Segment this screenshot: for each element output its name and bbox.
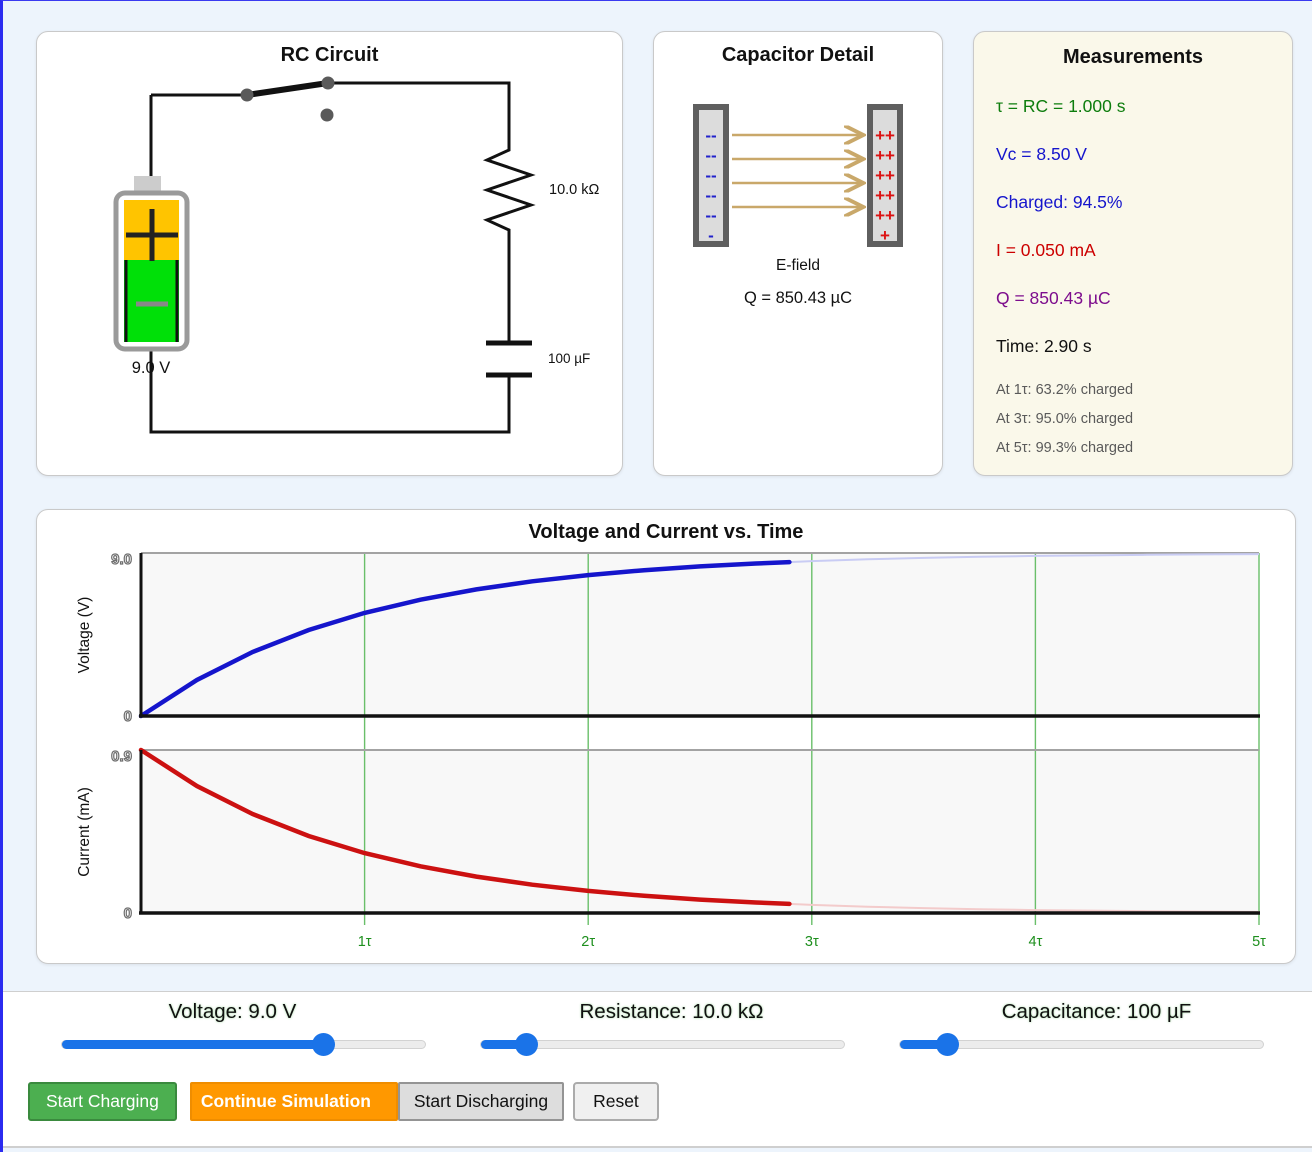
buttons-row: Start Charging Continue Simulation Start… [28,1082,1312,1121]
current-readout: I = 0.050 mA [996,240,1096,260]
tau-readout: τ = RC = 1.000 s [996,96,1126,116]
start-charging-button[interactable]: Start Charging [28,1082,177,1121]
svg-text:++: ++ [875,146,895,165]
capacitance-slider-group: Capacitance: 100 µF [881,1000,1312,1062]
rc-circuit-title: RC Circuit [280,44,379,66]
slider-fill [480,1040,527,1049]
y-tick-labels: 9.0 0 0.9 0 [111,551,133,923]
charged-readout: Charged: 94.5% [996,192,1123,212]
switch-icon[interactable] [240,76,335,122]
efield-arrows [732,135,861,207]
gridlines [363,553,1260,925]
current-max-tick: 0.9 [111,748,132,765]
efield-label: E-field [776,257,820,274]
svg-text:++: ++ [875,186,895,205]
capacitor-icon [486,340,532,378]
switch-open-contact-dot [320,108,334,122]
voltage-max-tick: 9.0 [111,551,132,568]
measurements-title: Measurements [1062,46,1204,68]
charge-readout: Q = 850.43 µC [996,288,1111,308]
battery-voltage-label: 9.0 V [132,359,171,377]
slider-thumb[interactable] [312,1033,336,1056]
svg-text:-: - [708,226,714,245]
resistance-slider-group: Resistance: 10.0 kΩ [462,1000,881,1062]
x-tick-label: 2τ [581,934,595,950]
svg-text:--: -- [705,126,716,145]
current-axis-title: Current (mA) [76,787,93,877]
voltage-axis-title: Voltage (V) [76,597,93,674]
resistor-value-label: 10.0 kΩ [549,182,599,198]
capacitor-detail-diagram: -- -- -- -- -- - ++ ++ ++ ++ ++ + [693,104,903,307]
current-curve [138,747,792,907]
voltage-zero-tick: 0 [124,708,132,725]
negative-charges: -- -- -- -- -- - [705,126,716,245]
rc-circuit-panel: RC Circuit 10.0 kΩ [36,31,623,476]
continue-simulation-button[interactable]: Continue Simulation [189,1082,398,1121]
voltage-slider-group: Voltage: 9.0 V [3,1000,462,1062]
battery-charge-fill [124,260,179,342]
svg-text:++: ++ [875,206,895,225]
voltage-plot-area [141,553,1259,716]
svg-text:--: -- [705,146,716,165]
tau1-note: At 1τ: 63.2% charged [996,382,1134,398]
svg-text:--: -- [705,186,716,205]
voltage-curve [138,559,792,719]
voltage-slider[interactable] [61,1033,426,1056]
capacitance-slider[interactable] [899,1033,1264,1056]
tau3-note: At 3τ: 95.0% charged [996,411,1134,427]
measurements-panel: Measurements τ = RC = 1.000 s Vc = 8.50 … [973,31,1293,476]
x-tick-label: 3τ [805,934,819,950]
x-tick-label: 4τ [1029,934,1043,950]
voltage-slider-label: Voltage: 9.0 V [168,1000,297,1023]
vc-readout: Vc = 8.50 V [996,144,1087,164]
chart-panel: Voltage and Current vs. Time 1τ 2τ 3τ 4τ 5τ … [36,509,1296,964]
x-tick-label: 1τ [358,934,372,950]
capacitance-slider-label: Capacitance: 100 µF [1001,1000,1192,1023]
x-tick-label: 5τ [1252,934,1266,950]
time-readout: Time: 2.90 s [996,336,1092,356]
charge-value-label: Q = 850.43 µC [744,289,852,307]
slider-fill [900,1040,948,1049]
top-panels-row: RC Circuit 10.0 kΩ [36,31,1312,476]
capacitor-detail-title: Capacitor Detail [721,44,875,66]
reset-button[interactable]: Reset [573,1082,659,1121]
resistance-slider[interactable] [479,1033,845,1056]
circuit-wires [149,81,511,434]
switch-closed-contact-dot [321,76,335,90]
resistance-slider-label: Resistance: 10.0 kΩ [579,1000,764,1023]
svg-text:--: -- [705,166,716,185]
chart-title: Voltage and Current vs. Time [528,521,804,543]
positive-charges: ++ ++ ++ ++ ++ + [875,126,895,245]
switch-pivot-dot [240,88,254,102]
slider-thumb[interactable] [515,1033,539,1056]
svg-text:+: + [880,226,890,245]
capacitor-value-label: 100 µF [548,351,590,366]
current-plot-area [141,750,1259,913]
circuit-diagram: 10.0 kΩ 100 µF 9.0 V [113,76,599,434]
slider-thumb[interactable] [936,1033,960,1056]
negative-plate [693,104,729,247]
battery-icon [113,176,190,352]
x-tick-labels: 1τ 2τ 3τ 4τ 5τ [358,934,1266,950]
start-discharging-button[interactable]: Start Discharging [397,1082,565,1121]
voltage-current-chart: 1τ 2τ 3τ 4τ 5τ 9.0 0 0.9 0 Voltage (V) Curre… [76,551,1266,950]
svg-text:++: ++ [875,166,895,185]
tau5-note: At 5τ: 99.3% charged [996,440,1134,456]
current-zero-tick: 0 [124,905,132,922]
positive-plate [867,104,903,247]
slider-fill [62,1040,324,1049]
svg-text:--: -- [705,206,716,225]
svg-text:++: ++ [875,126,895,145]
controls-strip: Voltage: 9.0 V Resistance: 10.0 kΩ Capac… [3,991,1312,1148]
battery-plus-icon [126,209,178,261]
resistor-icon [482,142,536,242]
sliders-row: Voltage: 9.0 V Resistance: 10.0 kΩ Capac… [3,1000,1312,1062]
capacitor-detail-panel: Capacitor Detail -- -- -- -- -- - ++ ++ [653,31,943,476]
